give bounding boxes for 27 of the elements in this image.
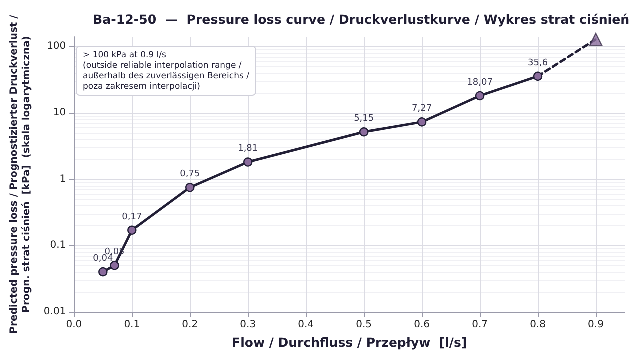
data-label: 0,17: [122, 212, 142, 222]
x-tick-label: 0.1: [124, 320, 140, 330]
y-tick-label: 1: [60, 174, 66, 185]
x-tick-label: 0.3: [240, 320, 256, 330]
x-tick-label: 0.6: [414, 320, 430, 330]
x-tick-label: 0.5: [356, 320, 372, 330]
x-tick-label: 0.7: [472, 320, 488, 330]
data-label: 7,27: [412, 104, 432, 114]
data-label: 18,07: [467, 78, 493, 88]
y-tick-label: 0.01: [44, 306, 66, 318]
x-tick-label: 0.9: [588, 320, 604, 330]
x-tick-label: 0.8: [530, 320, 546, 330]
y-axis-title: Predicted pressure loss / Prognostizierter Druckverlust / Progn. strat ciśnień [kPa] (skala logarytmiczna): [8, 14, 32, 334]
data-label: 1,81: [238, 144, 258, 154]
data-label: 5,15: [354, 114, 374, 124]
x-tick-label: 0.2: [182, 320, 198, 330]
y-tick-label: 10: [53, 108, 66, 119]
x-tick-label: 0.0: [66, 320, 82, 330]
x-tick-label: 0.4: [298, 320, 314, 330]
y-tick-label: 100: [47, 41, 66, 52]
chart-title: Ba-12-50 — Pressure loss curve / Druckverlustkurve / Wykres strat ciśnień: [93, 12, 630, 27]
data-label: 35,6: [528, 58, 548, 68]
y-tick-label: 0.1: [50, 240, 66, 252]
data-label: 0,75: [180, 170, 200, 180]
data-label: 0,04: [93, 254, 114, 264]
x-axis-title: Flow / Durchfluss / Przepływ [l/s]: [232, 335, 468, 350]
annotation: > 100 kPa at 0.9 l/s (outside reliable interpolation range / außerhalb des zuverlässigen Bereichs / poza zakresem interpolacji): [83, 50, 250, 92]
